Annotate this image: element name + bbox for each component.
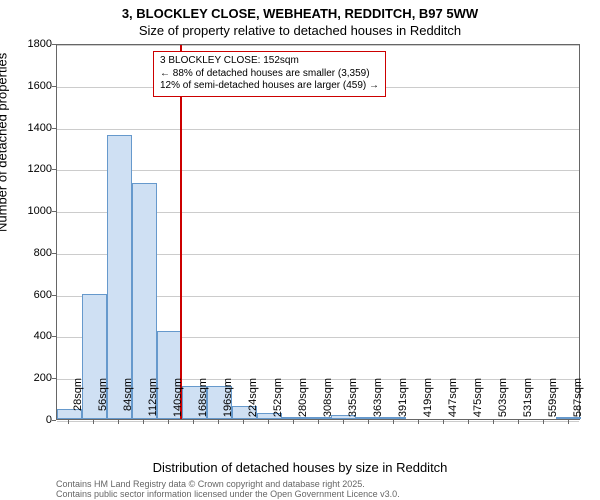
- x-tick-label: 363sqm: [372, 378, 384, 428]
- x-tick-label: 335sqm: [347, 378, 359, 428]
- gridline: [57, 129, 579, 130]
- x-tick-mark: [493, 420, 494, 424]
- x-tick-label: 28sqm: [72, 378, 84, 428]
- y-tick-label: 1000: [12, 205, 52, 217]
- y-tick-mark: [52, 128, 56, 129]
- x-tick-label: 559sqm: [547, 378, 559, 428]
- x-tick-mark: [318, 420, 319, 424]
- x-tick-mark: [418, 420, 419, 424]
- y-tick-mark: [52, 378, 56, 379]
- x-tick-mark: [568, 420, 569, 424]
- x-tick-label: 308sqm: [322, 378, 334, 428]
- y-tick-mark: [52, 86, 56, 87]
- x-tick-mark: [343, 420, 344, 424]
- y-tick-mark: [52, 420, 56, 421]
- gridline: [57, 170, 579, 171]
- x-tick-label: 84sqm: [122, 378, 134, 428]
- annotation-box: 3 BLOCKLEY CLOSE: 152sqm← 88% of detache…: [153, 51, 386, 97]
- x-tick-label: 587sqm: [572, 378, 584, 428]
- x-tick-mark: [243, 420, 244, 424]
- x-tick-label: 447sqm: [447, 378, 459, 428]
- x-tick-mark: [368, 420, 369, 424]
- x-tick-label: 56sqm: [97, 378, 109, 428]
- chart-title-main: 3, BLOCKLEY CLOSE, WEBHEATH, REDDITCH, B…: [0, 6, 600, 21]
- annot-line-3: 12% of semi-detached houses are larger (…: [160, 80, 379, 93]
- x-tick-label: 280sqm: [297, 378, 309, 428]
- x-tick-mark: [168, 420, 169, 424]
- annot-line-1: 3 BLOCKLEY CLOSE: 152sqm: [160, 55, 379, 68]
- x-tick-mark: [93, 420, 94, 424]
- x-tick-mark: [68, 420, 69, 424]
- y-tick-label: 1600: [12, 80, 52, 92]
- chart-title-sub: Size of property relative to detached ho…: [0, 23, 600, 38]
- x-tick-label: 503sqm: [497, 378, 509, 428]
- y-axis-label: Number of detached properties: [0, 53, 10, 232]
- x-tick-mark: [193, 420, 194, 424]
- footnote-line-2: Contains public sector information licen…: [56, 490, 400, 500]
- x-tick-mark: [543, 420, 544, 424]
- x-tick-label: 140sqm: [172, 378, 184, 428]
- y-tick-mark: [52, 253, 56, 254]
- x-tick-mark: [443, 420, 444, 424]
- x-tick-label: 112sqm: [147, 378, 159, 428]
- annot-line-2: ← 88% of detached houses are smaller (3,…: [160, 68, 379, 81]
- property-marker-line: [180, 45, 182, 419]
- y-tick-label: 1200: [12, 163, 52, 175]
- x-tick-label: 391sqm: [397, 378, 409, 428]
- x-tick-mark: [118, 420, 119, 424]
- y-tick-mark: [52, 44, 56, 45]
- gridline: [57, 45, 579, 46]
- x-tick-label: 419sqm: [422, 378, 434, 428]
- plot-area: 3 BLOCKLEY CLOSE: 152sqm← 88% of detache…: [56, 44, 580, 420]
- y-tick-mark: [52, 336, 56, 337]
- y-tick-label: 200: [12, 372, 52, 384]
- x-tick-mark: [268, 420, 269, 424]
- y-tick-label: 0: [12, 414, 52, 426]
- y-tick-label: 400: [12, 330, 52, 342]
- x-tick-mark: [393, 420, 394, 424]
- histogram-bar: [107, 135, 132, 419]
- x-tick-label: 224sqm: [247, 378, 259, 428]
- x-tick-mark: [143, 420, 144, 424]
- y-tick-label: 800: [12, 247, 52, 259]
- x-tick-mark: [468, 420, 469, 424]
- y-tick-label: 1400: [12, 122, 52, 134]
- x-tick-mark: [218, 420, 219, 424]
- x-tick-label: 252sqm: [272, 378, 284, 428]
- chart-container: 3, BLOCKLEY CLOSE, WEBHEATH, REDDITCH, B…: [0, 0, 600, 500]
- x-tick-mark: [518, 420, 519, 424]
- y-tick-mark: [52, 169, 56, 170]
- y-tick-mark: [52, 295, 56, 296]
- y-tick-label: 600: [12, 289, 52, 301]
- footnote: Contains HM Land Registry data © Crown c…: [56, 480, 400, 500]
- x-tick-label: 196sqm: [222, 378, 234, 428]
- x-tick-label: 475sqm: [472, 378, 484, 428]
- x-tick-label: 168sqm: [197, 378, 209, 428]
- x-tick-mark: [293, 420, 294, 424]
- x-axis-label: Distribution of detached houses by size …: [0, 460, 600, 475]
- y-tick-label: 1800: [12, 38, 52, 50]
- x-tick-label: 531sqm: [522, 378, 534, 428]
- y-tick-mark: [52, 211, 56, 212]
